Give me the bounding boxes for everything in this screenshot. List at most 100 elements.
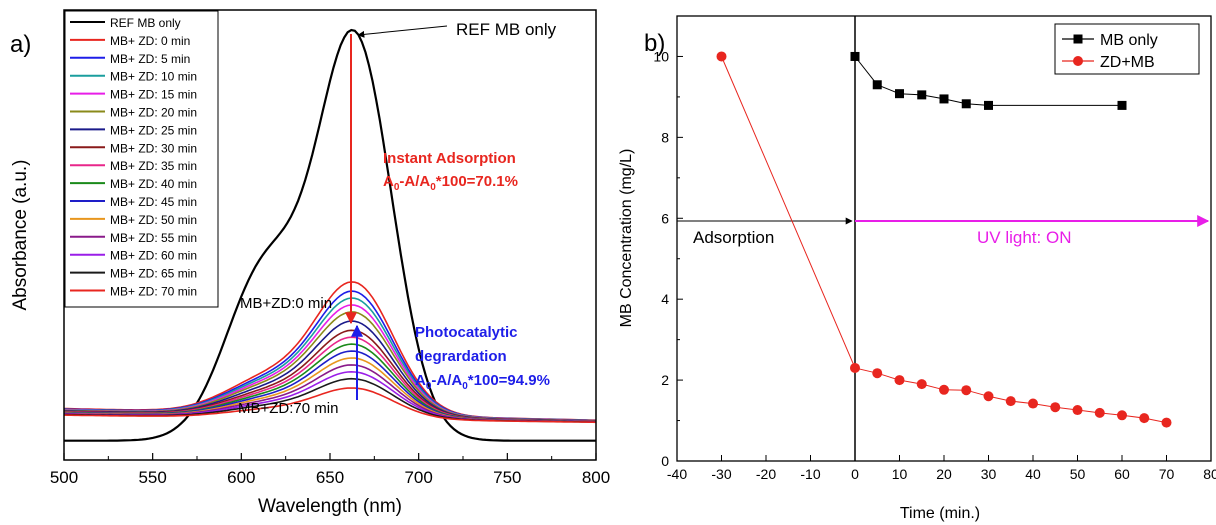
x-tick-label: 800 bbox=[582, 468, 610, 487]
ref-label-arrow bbox=[357, 25, 448, 38]
legend-entry: MB+ ZD: 70 min bbox=[110, 285, 197, 299]
x-tick-label: 70 bbox=[1159, 466, 1175, 482]
adsorption-formula: A0-A/A0*100=70.1% bbox=[383, 173, 518, 193]
y-tick-label: 8 bbox=[661, 129, 669, 145]
series-line bbox=[721, 56, 1167, 424]
legend-entry: MB+ ZD: 40 min bbox=[110, 177, 197, 191]
data-point bbox=[917, 90, 927, 100]
data-point bbox=[1028, 398, 1038, 409]
legend-entry: MB+ ZD: 65 min bbox=[110, 267, 197, 281]
photocatalytic-title-1: Photocatalytic bbox=[415, 324, 518, 341]
legend-entry: MB+ ZD: 5 min bbox=[110, 52, 190, 66]
y-tick-label: 6 bbox=[661, 210, 669, 226]
data-point bbox=[1094, 407, 1105, 418]
spectrum-line bbox=[63, 387, 597, 424]
ref-label: REF MB only bbox=[456, 20, 557, 39]
photocatalytic-formula: A0-A/A0*100=94.9% bbox=[415, 372, 550, 392]
legend-entry: MB+ ZD: 30 min bbox=[110, 141, 197, 155]
y-tick-label: 2 bbox=[661, 372, 669, 388]
legend-entry: REF MB only bbox=[110, 16, 181, 30]
data-point bbox=[850, 51, 860, 61]
legend-marker bbox=[1073, 34, 1083, 44]
panel-b: b) -40 -30 -20 -10 0 10 20 30 40 50 60 70 800246810 … bbox=[618, 15, 1216, 522]
adsorption-title: Instant Adsorption bbox=[383, 150, 516, 167]
data-point bbox=[961, 99, 971, 109]
data-point bbox=[1117, 100, 1127, 110]
y-tick-label: 10 bbox=[653, 48, 669, 64]
panel-a-y-axis-label: Absorbance (a.u.) bbox=[10, 159, 31, 310]
data-point bbox=[894, 375, 905, 386]
data-point bbox=[983, 391, 994, 402]
panel-b-label: b) bbox=[644, 30, 665, 57]
legend-entry: MB+ ZD: 45 min bbox=[110, 195, 197, 209]
data-point bbox=[1005, 396, 1016, 407]
legend-marker bbox=[1073, 56, 1083, 66]
x-tick-label: 20 bbox=[936, 466, 952, 482]
data-point bbox=[895, 89, 904, 99]
end-curve-label: MB+ZD:70 min bbox=[238, 400, 338, 417]
legend-entry: MB only bbox=[1100, 32, 1158, 49]
x-tick-label: 30 bbox=[981, 466, 997, 482]
y-tick-label: 4 bbox=[661, 291, 669, 307]
panel-a-label: a) bbox=[10, 31, 31, 58]
x-tick-label: -20 bbox=[756, 466, 776, 482]
data-point bbox=[939, 384, 949, 395]
photocatalytic-title-2: degrardation bbox=[415, 348, 507, 365]
y-tick-label: 0 bbox=[661, 453, 669, 469]
x-tick-label: 60 bbox=[1114, 466, 1130, 482]
data-point bbox=[1050, 402, 1061, 413]
legend-entry: MB+ ZD: 55 min bbox=[110, 231, 197, 245]
legend-entry: MB+ ZD: 25 min bbox=[110, 123, 197, 137]
panel-b-x-axis-label: Time (min.) bbox=[900, 505, 980, 522]
legend-entry: ZD+MB bbox=[1100, 54, 1155, 71]
data-point bbox=[961, 385, 972, 396]
panel-a-spectra bbox=[63, 28, 597, 442]
panel-b-y-axis-label: MB Concentration (mg/L) bbox=[618, 149, 635, 328]
x-tick-label: 0 bbox=[851, 466, 859, 482]
legend-entry: MB+ ZD: 20 min bbox=[110, 106, 197, 120]
x-tick-label: 40 bbox=[1025, 466, 1041, 482]
legend-entry: MB+ ZD: 35 min bbox=[110, 159, 197, 173]
legend-entry: MB+ ZD: 15 min bbox=[110, 88, 197, 102]
data-point bbox=[939, 94, 949, 104]
x-tick-label: 80 bbox=[1203, 466, 1216, 482]
panel-a-legend: REF MB only MB+ ZD: 0 min MB+ ZD: 5 min MB+… bbox=[70, 16, 197, 299]
x-tick-label: -10 bbox=[800, 466, 820, 482]
data-point bbox=[1117, 410, 1127, 421]
x-tick-label: 500 bbox=[50, 468, 78, 487]
data-point bbox=[1161, 417, 1172, 428]
x-tick-label: 700 bbox=[404, 468, 432, 487]
x-tick-label: -40 bbox=[667, 466, 687, 482]
panel-b-series bbox=[716, 51, 1172, 428]
panel-b-ticks: -40 -30 -20 -10 0 10 20 30 40 50 60 70 80 0 2 4 6 8 10 bbox=[653, 48, 1216, 482]
x-tick-label: 50 bbox=[1070, 466, 1086, 482]
x-tick-label: 10 bbox=[892, 466, 908, 482]
legend-entry: MB+ ZD: 60 min bbox=[110, 249, 197, 263]
data-point bbox=[1139, 413, 1150, 424]
data-point bbox=[850, 362, 860, 373]
start-curve-label: MB+ZD:0 min bbox=[240, 295, 332, 312]
legend-entry: MB+ ZD: 10 min bbox=[110, 70, 197, 84]
panel-a-x-axis-label: Wavelength (nm) bbox=[258, 496, 402, 517]
data-point bbox=[872, 368, 883, 379]
data-point bbox=[1072, 405, 1083, 416]
data-point bbox=[716, 51, 727, 62]
panel-b-legend: MB only ZD+MB bbox=[1062, 32, 1158, 71]
x-tick-label: 550 bbox=[138, 468, 166, 487]
legend-entry: MB+ ZD: 0 min bbox=[110, 34, 190, 48]
x-tick-label: -30 bbox=[711, 466, 731, 482]
panel-a-legend-box bbox=[64, 10, 219, 308]
data-point bbox=[872, 80, 882, 90]
x-tick-label: 750 bbox=[493, 468, 521, 487]
spectrum-line bbox=[64, 28, 596, 442]
panel-a-x-ticks: 500 550 600 650 700 750 800 bbox=[50, 453, 610, 487]
uv-phase-label: UV light: ON bbox=[977, 228, 1071, 247]
adsorption-phase-label: Adsorption bbox=[693, 228, 774, 247]
x-tick-label: 650 bbox=[316, 468, 344, 487]
x-tick-label: 600 bbox=[227, 468, 255, 487]
legend-entry: MB+ ZD: 50 min bbox=[110, 213, 197, 227]
data-point bbox=[916, 379, 927, 390]
data-point bbox=[984, 100, 993, 110]
panel-a: a) 500 550 600 650 700 750 800 Wavelength (nm)… bbox=[10, 9, 610, 517]
